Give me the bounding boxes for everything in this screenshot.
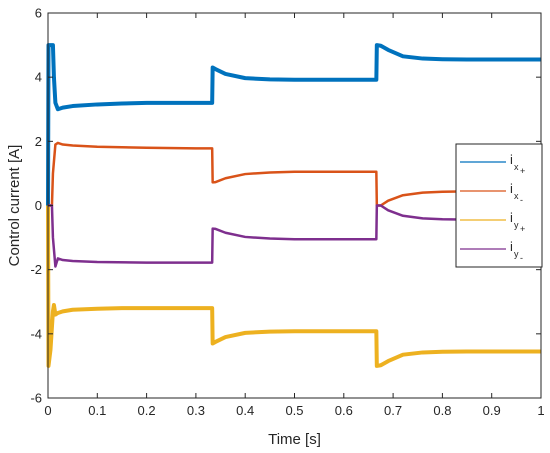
legend-subscript: y (514, 220, 519, 230)
ticks-layer: 0 0.1 0.2 0.3 0.4 0.5 0.6 0.7 0.8 0.9 1 -6 -4 -2 0 2 4 6 (30, 6, 544, 419)
series-layer (46, 43, 541, 368)
y-axis-label: Control current [A] (6, 145, 23, 267)
series-line-1 (46, 43, 541, 206)
legend-subscript: x (514, 162, 519, 172)
series-line-3 (46, 205, 541, 368)
legend-subscript-sign: + (520, 224, 525, 234)
y-tick-label: 0 (35, 198, 42, 213)
x-tick-label: 0.6 (335, 403, 353, 418)
y-tick-label: -4 (30, 326, 42, 341)
y-tick-label: 6 (35, 6, 42, 21)
legend: i x +i x -i y +i y - (455, 143, 543, 268)
legend-subscript-sign: - (520, 253, 523, 263)
legend-subscript: x (514, 191, 519, 201)
x-tick-label: 0.3 (187, 403, 205, 418)
legend-entry-1: i x + (460, 152, 525, 176)
legend-label: i (510, 210, 513, 225)
x-tick-label: 0 (44, 403, 51, 418)
legend-label: i (510, 239, 513, 254)
legend-subscript-sign: - (520, 195, 523, 205)
y-tick-label: -6 (30, 391, 42, 406)
legend-label: i (510, 181, 513, 196)
series-line-2 (48, 141, 541, 207)
x-tick-label: 0.7 (384, 403, 402, 418)
legend-label: i (510, 152, 513, 167)
x-tick-label: 0.2 (138, 403, 156, 418)
x-tick-label: 0.1 (88, 403, 106, 418)
series-line-4 (48, 204, 541, 268)
x-axis-label: Time [s] (268, 431, 321, 448)
legend-subscript-sign: + (520, 166, 525, 176)
y-tick-label: 2 (35, 134, 42, 149)
legend-entry-3: i y + (460, 210, 525, 234)
x-tick-label: 0.8 (433, 403, 451, 418)
legend-subscript: y (514, 249, 519, 259)
y-tick-label: -2 (30, 262, 42, 277)
x-tick-label: 0.9 (483, 403, 501, 418)
x-tick-label: 1 (537, 403, 544, 418)
x-tick-label: 0.4 (236, 403, 254, 418)
y-tick-label: 4 (35, 70, 42, 85)
legend-box (455, 143, 543, 268)
x-tick-label: 0.5 (285, 403, 303, 418)
